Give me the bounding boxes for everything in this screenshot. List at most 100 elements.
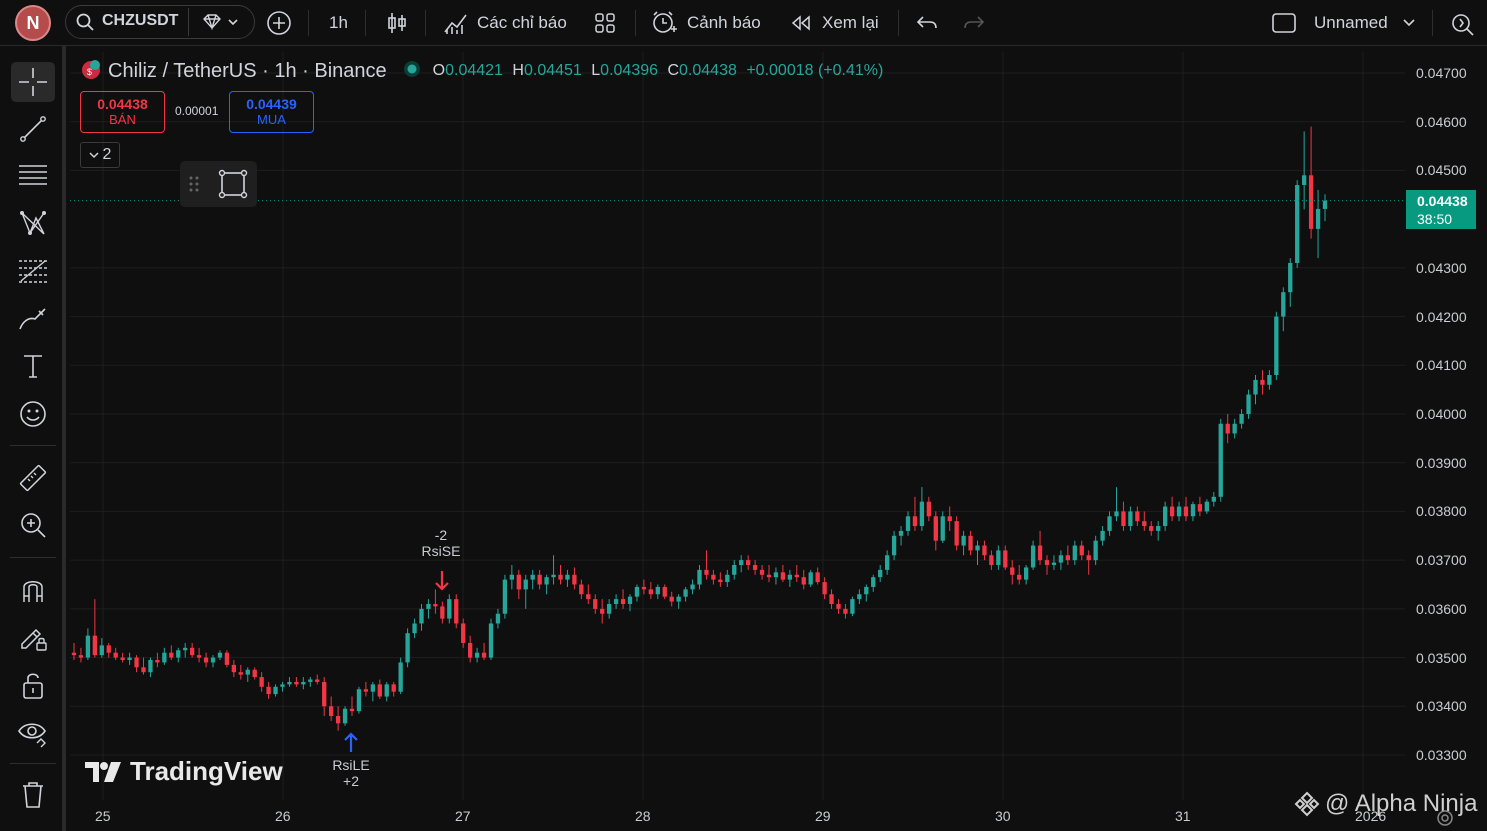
diamond-icon[interactable] [201, 13, 239, 36]
candle [620, 589, 626, 609]
emoji-icon[interactable] [11, 394, 55, 434]
trend-line-icon[interactable] [11, 109, 55, 149]
time-tick-label: 27 [455, 808, 471, 824]
sell-button[interactable]: 0.04438 BÁN [80, 91, 165, 133]
candles-type-icon[interactable] [386, 0, 408, 46]
rectangle-select-icon[interactable] [218, 169, 248, 204]
candle [1315, 189, 1321, 259]
fib-retracement-icon[interactable] [11, 251, 55, 291]
candle-body [495, 613, 501, 624]
candle [933, 511, 938, 551]
indicators-count: 2 [102, 146, 112, 163]
sell-price: 0.04438 [97, 96, 148, 112]
candle-body [169, 652, 174, 658]
unlock-icon[interactable] [11, 665, 55, 705]
candle-body [78, 655, 84, 658]
candle-body [377, 684, 382, 697]
candle [196, 647, 202, 663]
candle [1100, 526, 1105, 546]
candle [1308, 126, 1314, 239]
candle-body [627, 596, 633, 604]
settings-gear-icon[interactable] [1435, 808, 1455, 828]
indicators-collapse-button[interactable]: 2 [80, 142, 120, 168]
buy-button[interactable]: 0.04439 MUA [229, 91, 314, 133]
horizontal-lines-icon[interactable] [11, 156, 55, 196]
candle [363, 681, 369, 697]
user-avatar[interactable]: N [15, 5, 51, 41]
candle-body [996, 550, 1001, 566]
candle [919, 487, 925, 531]
chart-pane[interactable] [70, 52, 1405, 800]
drag-handle-icon[interactable] [188, 175, 200, 198]
candle [183, 642, 188, 658]
grid [70, 52, 1405, 800]
time-axis[interactable]: 25 26 27 28 29 30 31 2026 [70, 800, 1487, 831]
indicators-button[interactable]: Các chỉ báo [443, 0, 567, 46]
candle-body [1037, 545, 1043, 561]
price-axis[interactable]: 0.04700 0.04600 0.04500 0.04300 0.04200 0.041… [1405, 52, 1487, 800]
candle [565, 569, 570, 587]
candle-body [294, 681, 299, 685]
candle-body [683, 589, 688, 597]
redo-icon[interactable] [963, 0, 985, 46]
symbol-title[interactable]: Chiliz / TetherUS · 1h · Binance [108, 59, 387, 82]
eye-icon[interactable] [11, 713, 55, 753]
candle [377, 679, 382, 699]
time-tick-label: 25 [95, 808, 111, 824]
candle [474, 647, 480, 663]
brush-icon[interactable] [11, 299, 55, 339]
candle [586, 584, 591, 604]
replay-button[interactable]: Xem lại [790, 0, 879, 46]
crosshair-icon[interactable] [11, 62, 55, 102]
layout-checkbox-icon[interactable] [1271, 0, 1297, 46]
candle [940, 511, 945, 544]
time-tick-label: 28 [635, 808, 651, 824]
candle [308, 677, 313, 687]
add-symbol-icon[interactable] [266, 0, 292, 46]
candle-body [426, 603, 431, 609]
candle [1017, 565, 1022, 585]
candle [384, 681, 389, 702]
magnet-icon[interactable] [11, 569, 55, 609]
interval-button[interactable]: 1h [329, 13, 348, 32]
layouts-grid-icon[interactable] [594, 0, 616, 46]
symbol-search-box[interactable]: CHZUSDT [65, 5, 255, 39]
undo-icon[interactable] [916, 0, 938, 46]
candle [843, 603, 848, 619]
zoom-in-icon[interactable] [11, 505, 55, 545]
lock-drawing-icon[interactable] [11, 617, 55, 657]
long-signal-name: RsiLE [332, 757, 370, 773]
candle-body [690, 584, 695, 590]
layout-name-button[interactable]: Unnamed [1314, 0, 1416, 46]
candle-body [454, 599, 459, 624]
candle [739, 555, 744, 573]
candle [287, 677, 292, 687]
candle-body [725, 574, 730, 583]
candle-body [467, 642, 473, 658]
pattern-icon[interactable] [11, 203, 55, 243]
candle [1260, 370, 1265, 395]
ruler-icon[interactable] [11, 458, 55, 498]
candle [752, 560, 758, 575]
candle [1107, 511, 1112, 536]
candle [836, 599, 841, 614]
candle [419, 603, 424, 631]
candle-countdown: 38:50 [1417, 211, 1453, 227]
quick-search-icon[interactable] [1450, 0, 1476, 46]
candle-body [1093, 540, 1098, 561]
candle [273, 684, 278, 697]
candle-body [704, 569, 709, 575]
candle-body [1058, 555, 1064, 563]
trash-icon[interactable] [11, 775, 55, 815]
candle [71, 642, 77, 661]
text-icon[interactable] [11, 346, 55, 386]
ohlc-values: O0.04421 H0.04451 L0.04396 C0.04438 +0.0… [432, 62, 884, 79]
short-signal-label: -2 RsiSE [421, 527, 461, 559]
candle-body [829, 594, 834, 604]
candle [1239, 409, 1244, 429]
candle [231, 660, 237, 678]
alert-button[interactable]: Cảnh báo [651, 0, 761, 46]
candle-body [433, 603, 438, 607]
candle-body [488, 623, 494, 658]
time-tick-label: 30 [995, 808, 1011, 824]
